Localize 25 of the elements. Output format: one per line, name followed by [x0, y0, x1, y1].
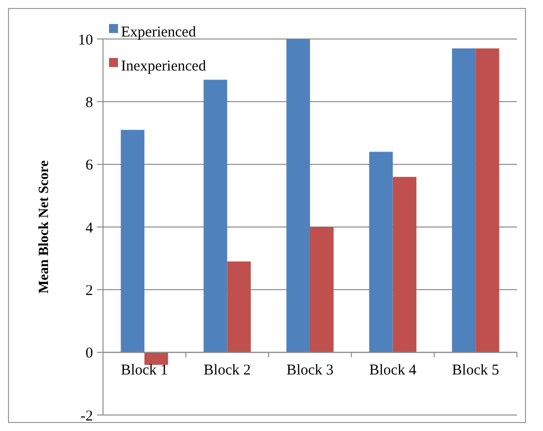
y-tick-label: 6	[86, 158, 94, 174]
x-tick-label: Block 2	[204, 362, 251, 378]
y-tick-label: 0	[86, 346, 93, 362]
y-tick-label: 2	[86, 282, 93, 299]
bar	[452, 48, 476, 352]
x-tick-label: Block 4	[369, 362, 417, 378]
x-tick-label: Block 3	[286, 362, 334, 378]
x-tick-label: Block 1	[120, 362, 168, 378]
y-tick-label: 8	[86, 94, 93, 111]
bar	[476, 48, 500, 352]
y-tick-label: -2	[80, 408, 93, 424]
y-tick-label: 10	[78, 32, 93, 48]
bar	[286, 39, 310, 352]
bar	[369, 152, 393, 352]
bar	[144, 352, 168, 365]
legend-label: Inexperienced	[121, 58, 206, 74]
bar	[392, 176, 416, 352]
bar	[310, 227, 334, 352]
bar	[120, 130, 144, 352]
legend-label: Experienced	[121, 24, 196, 40]
y-axis-title: Mean Block Net Score	[37, 160, 52, 294]
bar	[204, 80, 228, 352]
bar	[227, 261, 251, 352]
x-tick-label: Block 5	[452, 362, 500, 378]
y-tick-label: 4	[86, 220, 94, 236]
